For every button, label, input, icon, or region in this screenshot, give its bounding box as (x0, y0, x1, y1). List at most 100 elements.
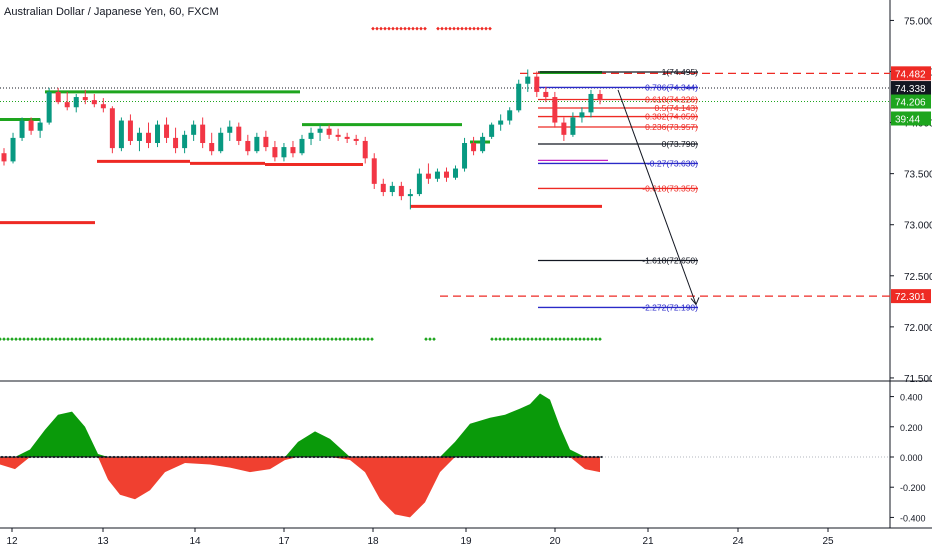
oscillator-zero-dot (272, 455, 276, 459)
signal-dot (10, 337, 14, 341)
oscillator-zero-dot (508, 455, 512, 459)
oscillator-zero-dot (400, 455, 404, 459)
oscillator-zero-dot (532, 455, 536, 459)
signal-dot (518, 337, 522, 341)
signal-dot (230, 337, 234, 341)
signal-dot (250, 337, 254, 341)
signal-dot (150, 337, 154, 341)
candle-body (236, 126, 242, 141)
signal-dot (222, 337, 226, 341)
signal-dot (282, 337, 286, 341)
oscillator-zero-dot (372, 455, 376, 459)
candle-body (136, 132, 142, 141)
signal-dot (476, 26, 480, 31)
candle-body (561, 122, 567, 135)
price-badge (891, 111, 931, 126)
candle-body (462, 143, 468, 169)
signal-dot (480, 26, 484, 31)
signal-dot (578, 337, 582, 341)
oscillator-zero-dot (312, 455, 316, 459)
x-tick-label: 13 (97, 536, 109, 547)
x-tick-label: 14 (189, 536, 201, 547)
signal-dot (178, 337, 182, 341)
oscillator-zero-dot (236, 455, 240, 459)
candle-body (588, 93, 594, 113)
oscillator-zero-dot (64, 455, 68, 459)
candle-body (434, 171, 440, 179)
signal-dot (428, 337, 432, 341)
oscillator-zero-dot (412, 455, 416, 459)
signal-dot (114, 337, 118, 341)
signal-dot (582, 337, 586, 341)
candle-body (299, 138, 305, 154)
price-badge-label: 74.206 (895, 98, 926, 109)
signal-dot (538, 337, 542, 341)
oscillator-zero-dot (432, 455, 436, 459)
signal-dot (154, 337, 158, 341)
signal-dot (62, 337, 66, 341)
signal-dot (58, 337, 62, 341)
fib-level-label: 0.618(74.226) (645, 94, 698, 104)
candle-body (335, 134, 341, 137)
signal-dot (330, 337, 334, 341)
signal-dot (566, 337, 570, 341)
oscillator-zero-dot (28, 455, 32, 459)
candle-body (480, 136, 486, 152)
signal-dot (0, 337, 2, 341)
oscillator-zero-dot (580, 455, 584, 459)
signal-dot (266, 337, 270, 341)
oscillator-zero-dot (20, 455, 24, 459)
oscillator-zero-dot (188, 455, 192, 459)
candle-body (552, 97, 558, 123)
candle-body (362, 140, 368, 159)
oscillator-zero-dot (500, 455, 504, 459)
signal-dot (444, 26, 448, 31)
signal-dot (488, 26, 492, 31)
signal-dot (134, 337, 138, 341)
signal-dot (122, 337, 126, 341)
oscillator-zero-dot (356, 455, 360, 459)
oscillator-zero-dot (556, 455, 560, 459)
oscillator-zero-dot (492, 455, 496, 459)
fib-level-label: -2.272(72.190) (642, 302, 698, 312)
oscillator-zero-dot (360, 455, 364, 459)
x-tick-label: 18 (367, 536, 379, 547)
price-badge-label: 39:44 (895, 114, 920, 125)
oscillator-zero-dot (76, 455, 80, 459)
candle-body (37, 122, 43, 131)
signal-dot (432, 337, 436, 341)
candle-body (145, 132, 151, 144)
signal-dot (558, 337, 562, 341)
signal-dot (118, 337, 122, 341)
signal-dot (182, 337, 186, 341)
signal-dot (198, 337, 202, 341)
price-badge (891, 94, 931, 109)
oscillator-zero-dot (84, 455, 88, 459)
signal-dot (534, 337, 538, 341)
oscillator-positive-area (0, 393, 600, 457)
signal-dot (6, 337, 10, 341)
signal-dot (554, 337, 558, 341)
candle-body (498, 120, 504, 125)
oscillator-zero-dot (504, 455, 508, 459)
price-badge-label: 72.301 (895, 292, 926, 303)
oscillator-zero-dot (444, 455, 448, 459)
signal-dot (22, 337, 26, 341)
x-tick-label: 20 (549, 536, 561, 547)
oscillator-zero-dot (420, 455, 424, 459)
projection-arrow-head (690, 297, 700, 306)
osc-y-tick-label: -0.400 (900, 513, 926, 523)
signal-dot (514, 337, 518, 341)
oscillator-zero-dot (132, 455, 136, 459)
signal-dot (334, 337, 338, 341)
candle-body (272, 147, 278, 158)
oscillator-negative-area (0, 457, 600, 518)
signal-dot (326, 337, 330, 341)
oscillator-zero-dot (120, 455, 124, 459)
oscillator-zero-dot (568, 455, 572, 459)
oscillator-zero-dot (548, 455, 552, 459)
oscillator-zero-dot (512, 455, 516, 459)
signal-dot (66, 337, 70, 341)
oscillator-zero-dot (68, 455, 72, 459)
